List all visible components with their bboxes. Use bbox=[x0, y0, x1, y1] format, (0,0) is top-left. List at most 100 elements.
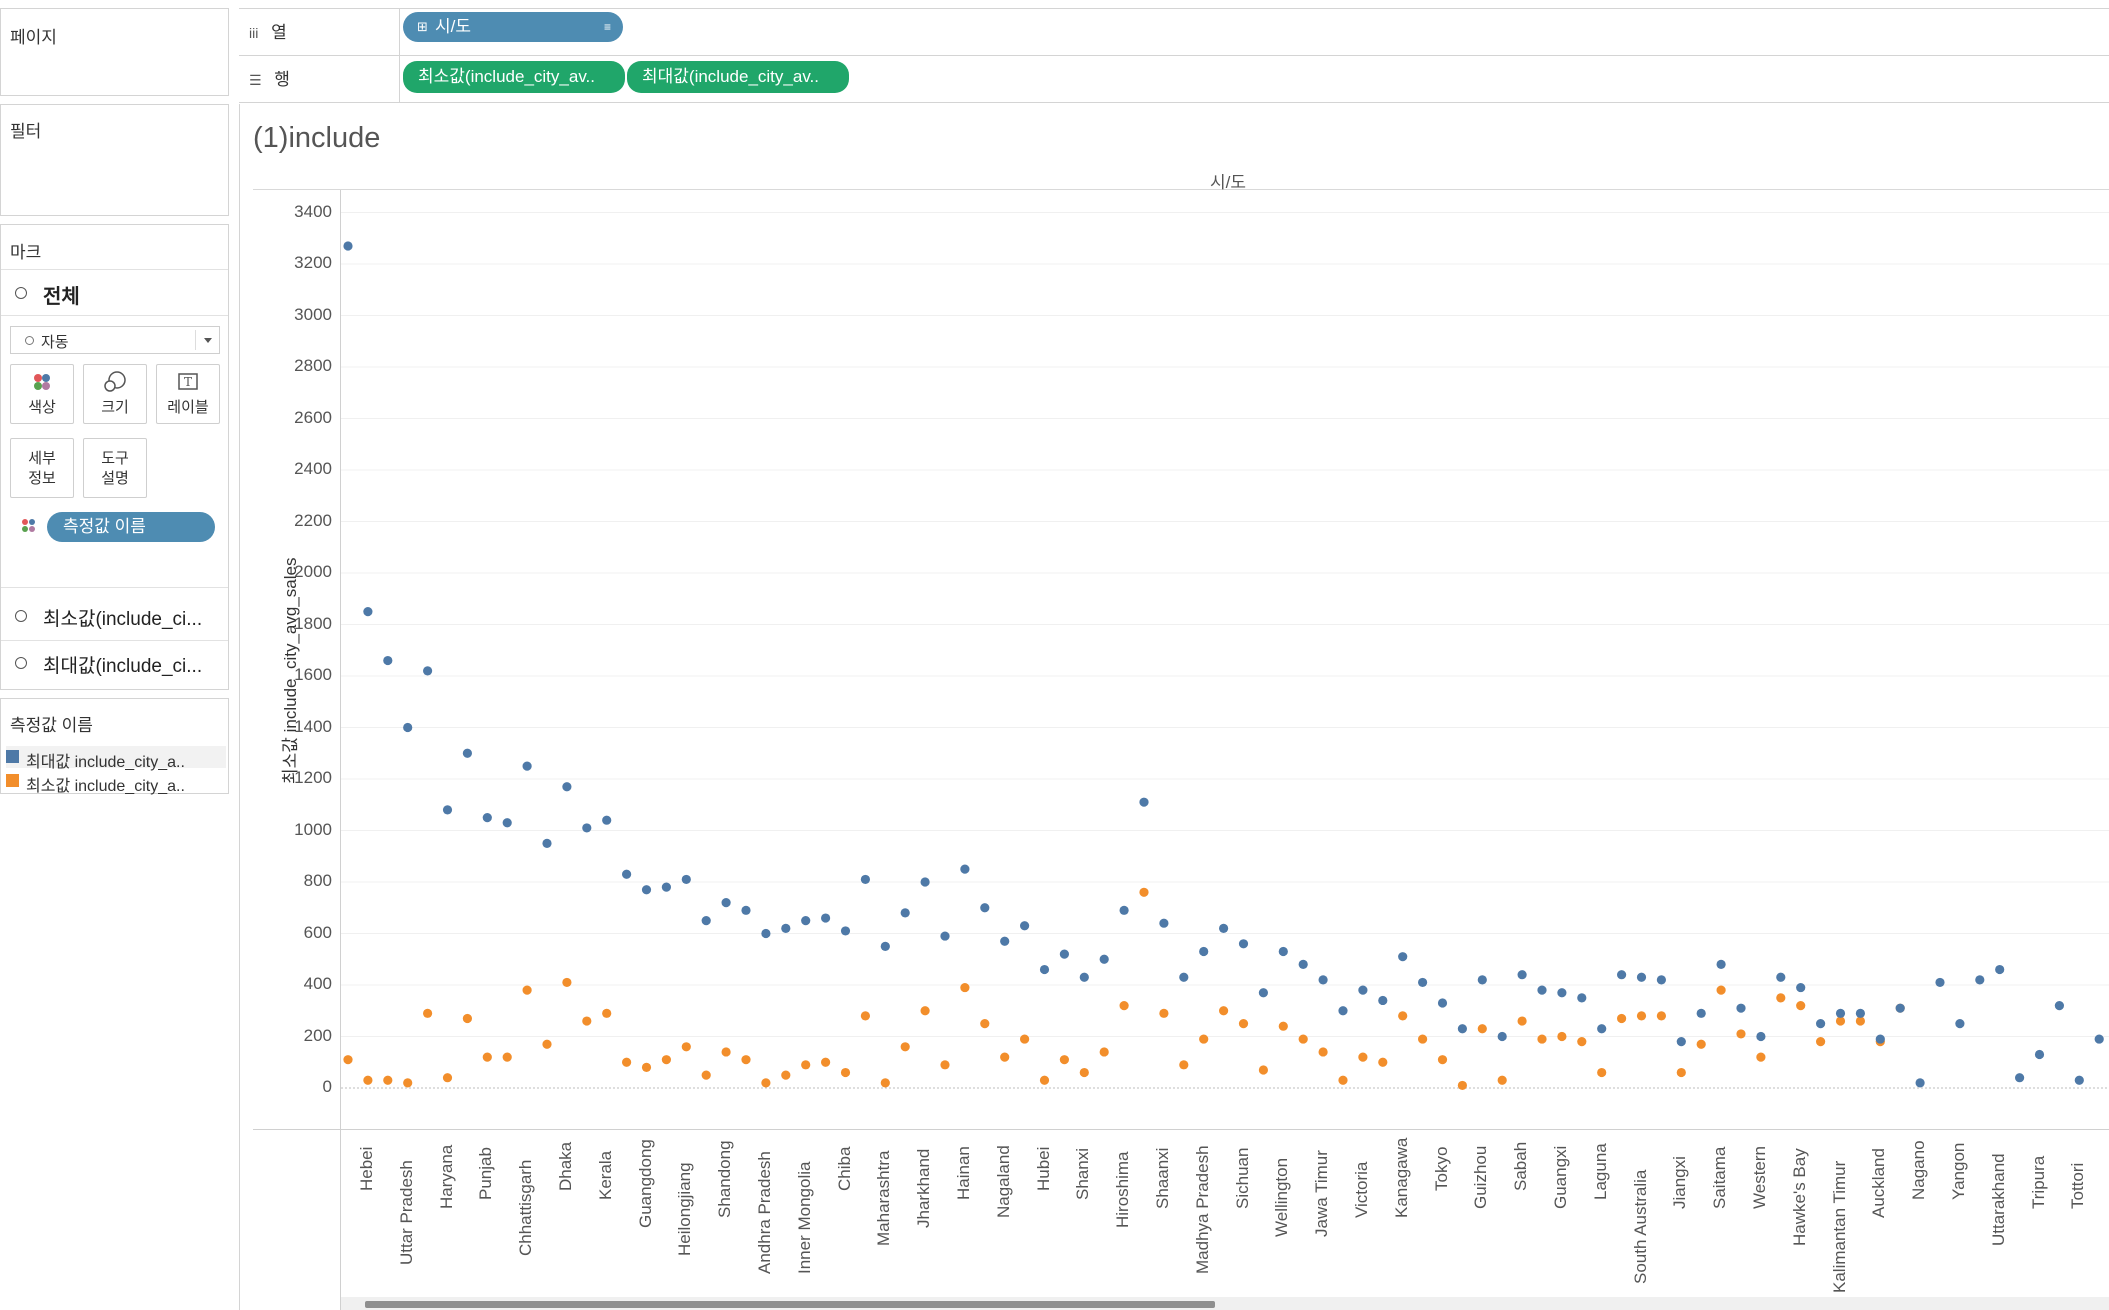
max-point[interactable] bbox=[1736, 1003, 1746, 1013]
columns-shelf[interactable]: iii 열 ⊞ 시/도 ≡ bbox=[239, 9, 2109, 56]
max-point[interactable] bbox=[980, 903, 990, 913]
max-point[interactable] bbox=[1776, 972, 1786, 982]
max-point[interactable] bbox=[860, 874, 871, 885]
min-point[interactable] bbox=[1219, 1006, 1229, 1016]
max-point[interactable] bbox=[1895, 1003, 1905, 1013]
max-point[interactable] bbox=[1437, 998, 1448, 1008]
max-point[interactable] bbox=[1278, 946, 1288, 957]
min-point[interactable] bbox=[1358, 1052, 1368, 1062]
max-point[interactable] bbox=[1676, 1037, 1686, 1047]
min-point[interactable] bbox=[1577, 1037, 1587, 1047]
max-point[interactable] bbox=[1219, 923, 1229, 933]
max-point[interactable] bbox=[343, 241, 353, 251]
max-point[interactable] bbox=[1457, 1024, 1467, 1034]
max-point[interactable] bbox=[1418, 977, 1428, 988]
min-point[interactable] bbox=[363, 1075, 373, 1085]
min-point[interactable] bbox=[1059, 1055, 1069, 1065]
max-point[interactable] bbox=[801, 916, 811, 926]
min-point[interactable] bbox=[701, 1070, 711, 1080]
pages-card[interactable]: 페이지 bbox=[0, 8, 229, 96]
min-point[interactable] bbox=[661, 1055, 671, 1065]
max-point[interactable] bbox=[482, 813, 492, 823]
min-point[interactable] bbox=[821, 1057, 831, 1067]
max-point[interactable] bbox=[1159, 918, 1169, 928]
max-point[interactable] bbox=[1179, 972, 1189, 982]
max-point[interactable] bbox=[900, 908, 910, 918]
min-point[interactable] bbox=[681, 1042, 691, 1052]
max-point[interactable] bbox=[1617, 970, 1627, 980]
min-point[interactable] bbox=[383, 1075, 393, 1085]
max-point[interactable] bbox=[1636, 972, 1647, 982]
legend-card[interactable]: 측정값 이름 최대값 include_city_a.. 최소값 include_… bbox=[0, 698, 229, 795]
max-point[interactable] bbox=[423, 666, 433, 676]
max-point[interactable] bbox=[383, 655, 393, 666]
min-point[interactable] bbox=[1199, 1034, 1209, 1044]
min-point[interactable] bbox=[860, 1011, 871, 1021]
max-point[interactable] bbox=[940, 931, 950, 941]
max-point[interactable] bbox=[741, 905, 751, 915]
max-point[interactable] bbox=[821, 913, 831, 923]
max-point[interactable] bbox=[363, 607, 373, 617]
min-point[interactable] bbox=[1020, 1034, 1030, 1044]
max-point[interactable] bbox=[442, 805, 453, 815]
max-point[interactable] bbox=[1199, 946, 1209, 957]
max-point[interactable] bbox=[1816, 1019, 1826, 1029]
min-point[interactable] bbox=[721, 1047, 731, 1057]
min-point[interactable] bbox=[1676, 1067, 1686, 1078]
marks-all-label[interactable]: 전체 bbox=[43, 286, 80, 308]
max-point[interactable] bbox=[1398, 952, 1408, 962]
min-point[interactable] bbox=[1816, 1037, 1826, 1047]
min-point[interactable] bbox=[1039, 1075, 1050, 1085]
min-point[interactable] bbox=[1756, 1052, 1766, 1062]
max-point[interactable] bbox=[1557, 988, 1567, 998]
max-point[interactable] bbox=[641, 885, 652, 895]
max-point[interactable] bbox=[2015, 1073, 2025, 1083]
min-point[interactable] bbox=[602, 1008, 612, 1018]
max-point[interactable] bbox=[1119, 905, 1129, 915]
max-point[interactable] bbox=[661, 882, 671, 892]
min-point[interactable] bbox=[1497, 1075, 1507, 1085]
max-point[interactable] bbox=[2094, 1034, 2104, 1044]
min-point[interactable] bbox=[880, 1078, 890, 1088]
min-point[interactable] bbox=[1119, 1001, 1129, 1011]
color-button[interactable]: 색상 bbox=[10, 364, 74, 424]
max-point[interactable] bbox=[522, 761, 532, 771]
max-point[interactable] bbox=[840, 926, 851, 936]
min-point[interactable] bbox=[741, 1055, 751, 1065]
max-point[interactable] bbox=[1796, 982, 1806, 993]
rows-shelf[interactable]: ☰ 행 최소값(include_city_av.. 최대값(include_ci… bbox=[239, 56, 2109, 103]
min-point[interactable] bbox=[1278, 1021, 1288, 1031]
min-point[interactable] bbox=[1796, 1001, 1806, 1011]
min-point[interactable] bbox=[442, 1073, 453, 1083]
min-point[interactable] bbox=[343, 1055, 353, 1065]
marks-card[interactable]: 마크 전체 자동 색상 크기 T 레이블 세부 정보 도구 bbox=[0, 224, 229, 690]
max-point[interactable] bbox=[1338, 1006, 1348, 1016]
min-point[interactable] bbox=[960, 982, 970, 993]
min-point[interactable] bbox=[1716, 985, 1726, 995]
min-point[interactable] bbox=[1000, 1052, 1010, 1062]
max-point[interactable] bbox=[1855, 1008, 1865, 1018]
max-point[interactable] bbox=[1020, 921, 1030, 931]
max-point[interactable] bbox=[880, 941, 890, 951]
max-point[interactable] bbox=[1656, 975, 1666, 985]
min-point[interactable] bbox=[1835, 1016, 1846, 1026]
min-point[interactable] bbox=[1099, 1047, 1109, 1057]
size-button[interactable]: 크기 bbox=[83, 364, 147, 424]
min-point[interactable] bbox=[1557, 1031, 1567, 1042]
max-point[interactable] bbox=[2054, 1001, 2064, 1011]
min-point[interactable] bbox=[1597, 1067, 1607, 1078]
min-point[interactable] bbox=[1179, 1060, 1189, 1070]
max-point[interactable] bbox=[1139, 797, 1149, 807]
filters-card[interactable]: 필터 bbox=[0, 104, 229, 216]
max-point[interactable] bbox=[1298, 959, 1308, 970]
max-point[interactable] bbox=[1716, 959, 1726, 970]
max-point[interactable] bbox=[960, 864, 970, 874]
max-point[interactable] bbox=[1696, 1008, 1706, 1018]
min-point[interactable] bbox=[403, 1078, 413, 1088]
min-point[interactable] bbox=[1656, 1011, 1666, 1021]
min-point[interactable] bbox=[1636, 1011, 1647, 1021]
min-point[interactable] bbox=[1338, 1075, 1348, 1085]
min-point[interactable] bbox=[1398, 1011, 1408, 1021]
horizontal-scrollbar[interactable] bbox=[341, 1297, 2109, 1310]
max-point[interactable] bbox=[602, 815, 612, 825]
